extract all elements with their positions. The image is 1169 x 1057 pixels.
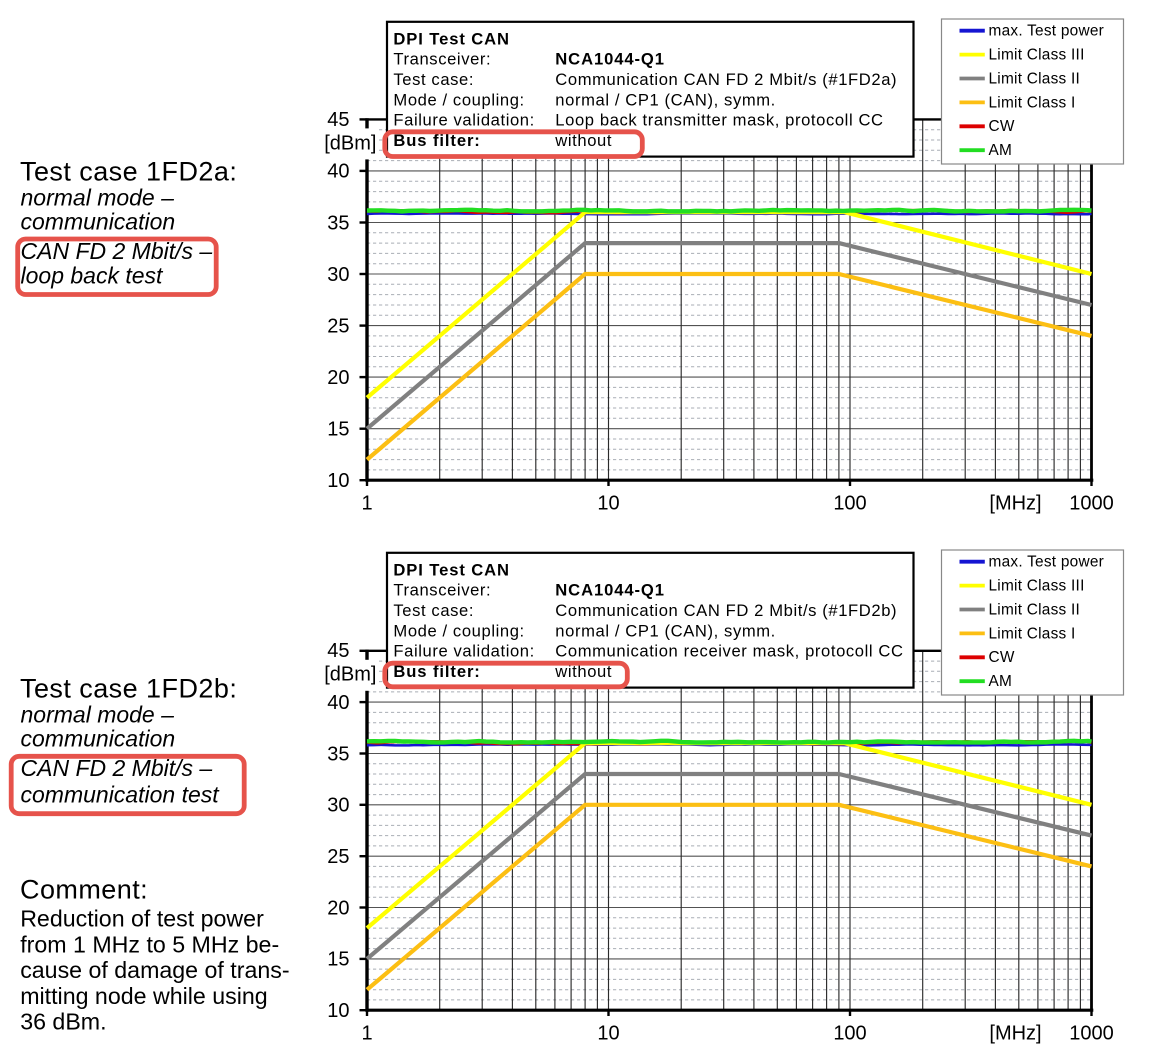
svg-text:without: without: [554, 662, 612, 681]
svg-text:CW: CW: [989, 649, 1015, 666]
svg-text:40: 40: [327, 161, 349, 183]
svg-text:1: 1: [361, 1023, 372, 1045]
svg-text:AM: AM: [989, 142, 1013, 159]
svg-text:Bus filter:: Bus filter:: [393, 662, 480, 681]
svg-text:normal / CP1 (CAN), symm.: normal / CP1 (CAN), symm.: [555, 621, 776, 640]
svg-text:10: 10: [597, 493, 619, 515]
svg-text:45: 45: [327, 640, 349, 662]
svg-text:10: 10: [597, 1023, 619, 1045]
svg-text:NCA1044-Q1: NCA1044-Q1: [555, 50, 665, 69]
svg-text:25: 25: [327, 315, 349, 337]
svg-text:10: 10: [327, 1000, 349, 1022]
svg-text:20: 20: [327, 897, 349, 919]
svg-text:Limit Class I: Limit Class I: [989, 94, 1076, 111]
svg-text:[dBm]: [dBm]: [324, 664, 376, 686]
svg-text:Mode / coupling:: Mode / coupling:: [393, 621, 524, 640]
svg-text:Limit Class II: Limit Class II: [989, 601, 1081, 618]
svg-text:Mode / coupling:: Mode / coupling:: [393, 90, 524, 109]
svg-text:Test case:: Test case:: [393, 70, 474, 89]
svg-text:30: 30: [327, 264, 349, 286]
svg-text:36 dBm.: 36 dBm.: [20, 1009, 106, 1035]
svg-text:30: 30: [327, 795, 349, 817]
svg-text:CW: CW: [989, 118, 1015, 135]
svg-text:Communication receiver mask, p: Communication receiver mask, protocoll C…: [555, 642, 903, 661]
svg-text:Test case 1FD2a:: Test case 1FD2a:: [20, 157, 237, 187]
svg-text:Limit Class II: Limit Class II: [989, 70, 1081, 87]
svg-text:communication test: communication test: [21, 782, 221, 808]
svg-text:Limit Class III: Limit Class III: [989, 47, 1085, 64]
svg-text:mitting node while using: mitting node while using: [20, 983, 267, 1009]
svg-text:communication: communication: [21, 726, 176, 752]
svg-text:Loop back transmitter mask, pr: Loop back transmitter mask, protocoll CC: [555, 111, 883, 130]
svg-text:CAN FD 2 Mbit/s –: CAN FD 2 Mbit/s –: [21, 755, 213, 781]
svg-text:100: 100: [833, 1023, 866, 1045]
svg-text:100: 100: [833, 493, 866, 515]
svg-text:Transceiver:: Transceiver:: [393, 581, 491, 600]
svg-text:Limit Class III: Limit Class III: [989, 578, 1085, 595]
svg-text:max. Test power: max. Test power: [989, 23, 1105, 40]
svg-text:NCA1044-Q1: NCA1044-Q1: [555, 581, 665, 600]
svg-text:CAN FD 2 Mbit/s –: CAN FD 2 Mbit/s –: [21, 238, 213, 264]
svg-text:1000: 1000: [1069, 493, 1114, 515]
svg-text:[MHz]: [MHz]: [989, 493, 1041, 515]
svg-text:35: 35: [327, 212, 349, 234]
svg-text:35: 35: [327, 743, 349, 765]
svg-text:15: 15: [327, 419, 349, 441]
svg-text:10: 10: [327, 470, 349, 492]
svg-text:without: without: [554, 131, 612, 150]
svg-text:[MHz]: [MHz]: [989, 1023, 1041, 1045]
svg-text:15: 15: [327, 949, 349, 971]
svg-text:25: 25: [327, 846, 349, 868]
svg-text:normal / CP1 (CAN), symm.: normal / CP1 (CAN), symm.: [555, 90, 776, 109]
svg-text:40: 40: [327, 692, 349, 714]
svg-text:loop back test: loop back test: [21, 263, 165, 289]
svg-text:Transceiver:: Transceiver:: [393, 50, 491, 69]
svg-text:max. Test power: max. Test power: [989, 554, 1105, 571]
svg-text:1: 1: [361, 493, 372, 515]
svg-text:Communication CAN FD 2 Mbit/s: Communication CAN FD 2 Mbit/s (#1FD2b): [555, 601, 897, 620]
svg-text:AM: AM: [989, 673, 1013, 690]
svg-text:DPI Test CAN: DPI Test CAN: [393, 560, 510, 579]
svg-text:Bus filter:: Bus filter:: [393, 131, 480, 150]
svg-text:[dBm]: [dBm]: [324, 132, 376, 154]
svg-text:normal mode –: normal mode –: [21, 185, 175, 211]
svg-text:20: 20: [327, 367, 349, 389]
svg-text:Failure validation:: Failure validation:: [393, 642, 534, 661]
svg-text:1000: 1000: [1069, 1023, 1114, 1045]
svg-text:Communication CAN FD 2 Mbit/s: Communication CAN FD 2 Mbit/s (#1FD2a): [555, 70, 897, 89]
svg-text:Test case:: Test case:: [393, 601, 474, 620]
svg-text:Test case 1FD2b:: Test case 1FD2b:: [20, 674, 237, 704]
svg-text:from 1 MHz to 5 MHz be-: from 1 MHz to 5 MHz be-: [20, 931, 279, 957]
svg-text:Comment:: Comment:: [20, 875, 148, 905]
svg-text:45: 45: [327, 109, 349, 131]
svg-text:Limit Class I: Limit Class I: [989, 625, 1076, 642]
svg-text:normal mode –: normal mode –: [21, 702, 175, 728]
svg-text:Failure validation:: Failure validation:: [393, 111, 534, 130]
svg-text:cause of damage of trans-: cause of damage of trans-: [20, 957, 289, 983]
svg-text:DPI Test CAN: DPI Test CAN: [393, 29, 510, 48]
svg-text:Reduction of test power: Reduction of test power: [20, 906, 264, 932]
svg-text:communication: communication: [21, 209, 176, 235]
